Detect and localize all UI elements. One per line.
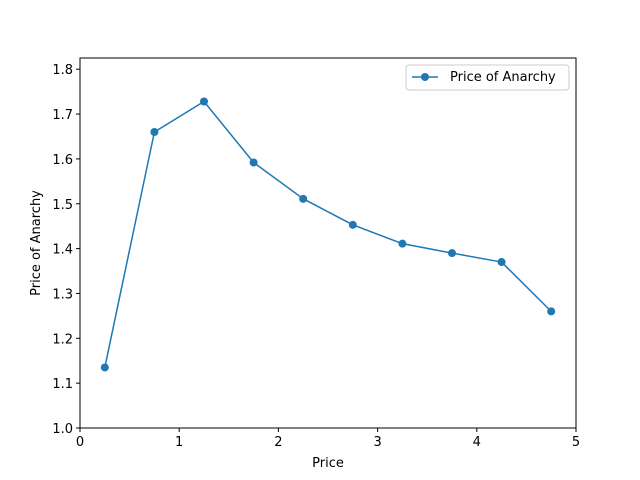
y-axis-ticks: 1.0 1.1 1.2 1.3 1.4 1.5 1.6 1.7 1.8 [52, 63, 80, 437]
y-tick-label: 1.4 [52, 243, 73, 258]
data-point [398, 239, 407, 248]
x-tick-label: 1 [175, 435, 183, 450]
y-tick-label: 1.5 [52, 198, 73, 213]
x-tick-label: 4 [473, 435, 481, 450]
x-tick-label: 0 [76, 435, 84, 450]
legend-box [405, 64, 570, 91]
x-axis-label: Price [312, 456, 344, 471]
data-point [348, 220, 357, 229]
data-point [200, 97, 208, 106]
plot-area-frame [79, 57, 577, 429]
y-tick-label: 1.0 [52, 422, 73, 437]
y-tick-label: 1.6 [52, 153, 73, 168]
data-point [100, 363, 109, 372]
legend-marker-swatch [421, 73, 429, 81]
x-tick-label: 2 [274, 435, 282, 450]
plot-data-layer [100, 97, 556, 372]
x-tick-label: 5 [572, 435, 580, 450]
series-line [104, 100, 552, 368]
y-tick-label: 1.2 [52, 332, 73, 347]
y-axis-label: Price of Anarchy [29, 190, 44, 296]
data-point [448, 249, 456, 258]
data-point [299, 194, 308, 203]
data-point [150, 128, 159, 136]
y-tick-label: 1.3 [52, 287, 73, 302]
data-point [497, 258, 506, 267]
y-tick-label: 1.8 [52, 63, 73, 78]
y-tick-label: 1.7 [52, 108, 73, 123]
x-tick-label: 3 [373, 435, 381, 450]
data-point [249, 158, 258, 167]
legend: Price of Anarchy [405, 64, 570, 91]
legend-entry-price-of-anarchy: Price of Anarchy [450, 70, 556, 85]
x-axis-ticks: 0 1 2 3 4 5 [76, 428, 580, 450]
y-tick-label: 1.1 [52, 377, 73, 392]
data-point [547, 307, 556, 316]
